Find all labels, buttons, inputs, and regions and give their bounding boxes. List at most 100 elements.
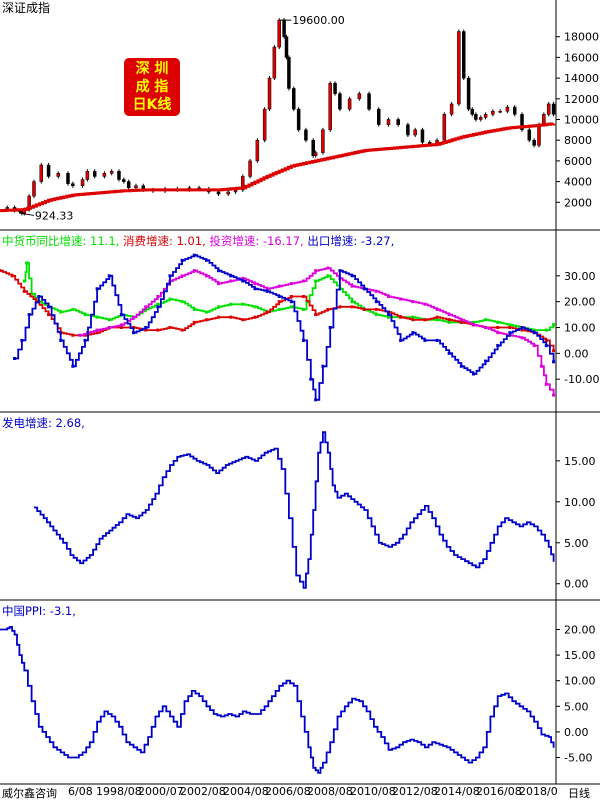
candle — [505, 106, 510, 112]
candle — [126, 181, 131, 189]
legend-separator: , — [202, 234, 209, 248]
data-point — [47, 313, 51, 317]
data-point — [253, 315, 257, 319]
moving-average-line — [0, 122, 556, 213]
candle — [478, 117, 483, 120]
data-point — [484, 318, 488, 322]
data-point — [435, 315, 439, 319]
y-tick-label: 10000 — [564, 114, 599, 127]
data-point — [374, 313, 378, 317]
data-point — [0, 269, 2, 273]
date-tick: 2008/08 — [307, 785, 353, 798]
candle — [537, 124, 541, 146]
candle — [532, 139, 536, 146]
data-point — [423, 302, 427, 306]
legend: 中国PPI: -3.1, — [2, 604, 76, 618]
candle — [406, 124, 410, 136]
candle — [313, 152, 318, 156]
data-point — [350, 274, 354, 278]
data-point — [447, 313, 451, 317]
candle — [216, 191, 221, 195]
data-point — [447, 318, 451, 322]
badge-line: 深 圳 — [135, 61, 169, 77]
data-point — [168, 274, 172, 278]
data-point — [71, 333, 75, 337]
data-point — [301, 279, 305, 283]
period-label: 日线 — [568, 787, 590, 800]
data-point — [399, 338, 403, 342]
y-tick-label: 20.00 — [564, 623, 596, 636]
data-point — [386, 315, 390, 319]
legend-separator: : — [353, 234, 361, 248]
data-point — [30, 292, 34, 296]
y-tick-label: 15.00 — [564, 649, 596, 662]
data-point — [180, 328, 184, 332]
data-point — [71, 307, 75, 311]
candle — [386, 119, 391, 125]
legend-series-value: 1.01 — [176, 234, 202, 248]
data-point — [552, 393, 556, 397]
candle — [470, 108, 474, 115]
candle — [5, 207, 10, 209]
candle — [357, 93, 362, 100]
data-point — [435, 318, 439, 322]
data-point — [253, 287, 257, 291]
candle — [71, 183, 75, 186]
candle — [328, 83, 332, 131]
data-point — [362, 307, 366, 311]
series-line — [14, 254, 555, 401]
data-point — [204, 310, 208, 314]
data-point — [496, 326, 500, 329]
data-point — [520, 336, 524, 340]
legend-series-value: 2.68 — [56, 416, 82, 430]
data-point — [552, 360, 556, 364]
data-point — [217, 315, 221, 319]
data-point — [301, 295, 305, 298]
legend-separator: : — [255, 234, 263, 248]
series-line — [24, 262, 555, 331]
candle — [520, 114, 524, 131]
data-point — [25, 261, 29, 265]
data-point — [192, 269, 196, 273]
date-tick: 2004/08 — [223, 785, 269, 798]
data-point — [314, 313, 318, 317]
legend-series-value: -16.17 — [263, 234, 300, 248]
legend-series-name: 中货币同比增速 — [2, 234, 83, 248]
candle — [282, 19, 286, 37]
data-point — [447, 351, 451, 355]
data-point — [496, 344, 500, 348]
data-point — [386, 295, 390, 298]
y-tick-label: -5.00 — [564, 752, 592, 765]
candle — [491, 110, 495, 115]
series-line — [0, 626, 555, 774]
data-point — [27, 313, 31, 317]
data-point — [508, 323, 512, 327]
candle — [109, 171, 114, 174]
data-point — [241, 279, 245, 283]
y-tick-label: 0.00 — [564, 578, 589, 591]
candle — [134, 185, 138, 189]
candle — [396, 119, 400, 125]
panel-ppi: -5.00 0.00 5.00 10.00 15.00 20.00 中国PPI: -3.1, — [0, 604, 596, 774]
legend-separator: : — [42, 604, 50, 618]
candle — [296, 108, 301, 131]
data-point — [435, 338, 439, 342]
data-point — [520, 326, 524, 329]
y-tick-label: 30.00 — [564, 270, 596, 283]
data-point — [539, 364, 543, 368]
data-point — [309, 377, 313, 381]
data-point — [532, 328, 536, 332]
time-axis: 威尔鑫咨询 6/08 1998/08 2000/07 2002/08 2004/… — [0, 784, 600, 800]
data-point — [552, 323, 556, 327]
data-point — [192, 253, 196, 257]
data-point — [289, 305, 293, 309]
candle — [442, 114, 447, 141]
date-tick: 2012/08 — [392, 785, 438, 798]
data-point — [544, 338, 548, 342]
candle — [272, 46, 277, 79]
series-line — [34, 431, 555, 589]
data-point — [241, 276, 245, 280]
data-point — [107, 318, 111, 322]
data-point — [229, 279, 233, 283]
